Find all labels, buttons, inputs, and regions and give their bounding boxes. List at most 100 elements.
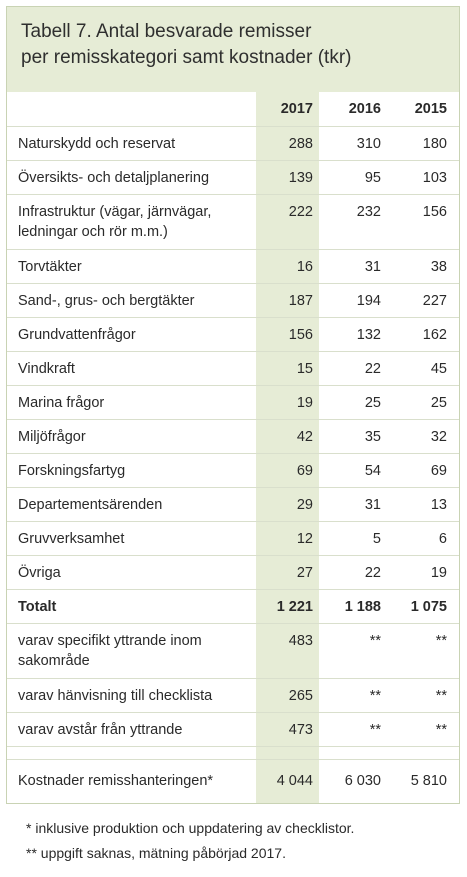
value-2015: 180 bbox=[422, 135, 447, 152]
value-2015: 38 bbox=[430, 258, 447, 275]
row-label: Infrastruktur (vägar, järnvägar, ledning… bbox=[18, 204, 212, 240]
value-2015: 32 bbox=[430, 428, 447, 445]
value-2016: 31 bbox=[364, 496, 381, 513]
sub-row: varav hänvisning till checklista 265 ** … bbox=[7, 678, 459, 712]
table-row: Departementsärenden 29 31 13 bbox=[7, 487, 459, 521]
data-table: 2017 2016 2015 Naturskydd och reservat 2… bbox=[7, 92, 459, 802]
value-2017: 19 bbox=[296, 394, 313, 411]
costs-2016: 6 030 bbox=[344, 773, 381, 789]
sub-row: varav specifikt yttrande inom sakområde … bbox=[7, 623, 459, 678]
value-2017: 222 bbox=[288, 204, 313, 220]
value-2015: 6 bbox=[438, 530, 447, 547]
sub-value-2017: 483 bbox=[288, 633, 313, 649]
table-row: Infrastruktur (vägar, järnvägar, ledning… bbox=[7, 194, 459, 249]
table-row: Vindkraft 15 22 45 bbox=[7, 351, 459, 385]
value-2016: 54 bbox=[364, 462, 381, 479]
value-2017: 29 bbox=[296, 496, 313, 513]
row-label: Torvtäkter bbox=[18, 258, 82, 275]
table-row: Sand-, grus- och bergtäkter 187 194 227 bbox=[7, 283, 459, 317]
value-2017: 156 bbox=[288, 326, 313, 343]
row-label: Gruvverksamhet bbox=[18, 530, 125, 547]
value-2017: 12 bbox=[296, 530, 313, 547]
sub-value-2017: 265 bbox=[288, 687, 313, 704]
table-row: Naturskydd och reservat 288 310 180 bbox=[7, 126, 459, 160]
value-2016: 25 bbox=[364, 394, 381, 411]
value-2017: 187 bbox=[288, 292, 313, 309]
sub-value-2015: ** bbox=[435, 687, 447, 704]
sub-row-label: varav avstår från yttrande bbox=[18, 721, 183, 738]
header-2015: 2015 bbox=[414, 101, 447, 117]
value-2016: 310 bbox=[356, 135, 381, 152]
value-2017: 139 bbox=[288, 169, 313, 186]
value-2016: 31 bbox=[364, 258, 381, 275]
value-2015: 25 bbox=[430, 394, 447, 411]
value-2015: 45 bbox=[430, 360, 447, 377]
costs-label: Kostnader remisshanteringen* bbox=[18, 773, 214, 789]
table-row: Grundvattenfrågor 156 132 162 bbox=[7, 317, 459, 351]
value-2016: 95 bbox=[364, 169, 381, 186]
sub-value-2016: ** bbox=[369, 721, 381, 738]
table-title: Tabell 7. Antal besvarade remisser per r… bbox=[7, 7, 459, 92]
value-2016: 194 bbox=[356, 292, 381, 309]
header-2017: 2017 bbox=[280, 101, 313, 117]
value-2015: 156 bbox=[422, 204, 447, 220]
value-2016: 132 bbox=[356, 326, 381, 343]
row-label: Naturskydd och reservat bbox=[18, 135, 176, 152]
value-2016: 22 bbox=[364, 360, 381, 377]
sub-value-2017: 473 bbox=[288, 721, 313, 738]
value-2015: 103 bbox=[422, 169, 447, 186]
table-row: Forskningsfartyg 69 54 69 bbox=[7, 453, 459, 487]
row-label: Grundvattenfrågor bbox=[18, 326, 136, 343]
value-2015: 162 bbox=[422, 326, 447, 343]
sub-value-2015: ** bbox=[435, 721, 447, 738]
row-label: Miljöfrågor bbox=[18, 428, 86, 445]
value-2017: 288 bbox=[288, 135, 313, 152]
sub-value-2015: ** bbox=[435, 633, 447, 649]
title-line-2: per remisskategori samt kostnader (tkr) bbox=[21, 47, 352, 68]
total-label: Totalt bbox=[18, 598, 57, 615]
table-row: Gruvverksamhet 12 5 6 bbox=[7, 521, 459, 555]
value-2016: 5 bbox=[372, 530, 381, 547]
sub-row-label: varav hänvisning till checklista bbox=[18, 687, 213, 704]
value-2017: 69 bbox=[296, 462, 313, 479]
costs-2017: 4 044 bbox=[276, 773, 313, 789]
footnote-2: ** uppgift saknas, mätning påbörjad 2017… bbox=[26, 845, 286, 861]
sub-value-2016: ** bbox=[369, 633, 381, 649]
table-row: Översikts- och detaljplanering 139 95 10… bbox=[7, 160, 459, 194]
sub-value-2016: ** bbox=[369, 687, 381, 704]
value-2016: 35 bbox=[364, 428, 381, 445]
table-row: Miljöfrågor 42 35 32 bbox=[7, 419, 459, 453]
footnote-1: * inklusive produktion och uppdatering a… bbox=[26, 820, 355, 836]
value-2016: 22 bbox=[364, 564, 381, 581]
row-label: Departementsärenden bbox=[18, 496, 163, 513]
value-2017: 27 bbox=[296, 564, 313, 581]
value-2015: 13 bbox=[430, 496, 447, 513]
table-row: Övriga 27 22 19 bbox=[7, 555, 459, 589]
total-2015: 1 075 bbox=[410, 598, 447, 615]
row-label: Vindkraft bbox=[18, 360, 75, 377]
highlight-column-2017 bbox=[256, 92, 319, 803]
spacer-row bbox=[7, 746, 459, 759]
value-2016: 232 bbox=[356, 204, 381, 220]
costs-2015: 5 810 bbox=[410, 773, 447, 789]
total-2016: 1 188 bbox=[344, 598, 381, 615]
row-label: Övriga bbox=[18, 564, 61, 581]
header-row: 2017 2016 2015 bbox=[7, 92, 459, 126]
row-label: Forskningsfartyg bbox=[18, 462, 126, 479]
row-label: Översikts- och detaljplanering bbox=[18, 169, 210, 186]
table-row: Torvtäkter 16 31 38 bbox=[7, 249, 459, 283]
value-2015: 19 bbox=[430, 564, 447, 581]
value-2017: 15 bbox=[296, 360, 313, 377]
value-2015: 227 bbox=[422, 292, 447, 309]
row-label: Marina frågor bbox=[18, 394, 105, 411]
table-frame: Tabell 7. Antal besvarade remisser per r… bbox=[6, 6, 460, 804]
header-2016: 2016 bbox=[348, 101, 381, 117]
total-row: Totalt 1 221 1 188 1 075 bbox=[7, 589, 459, 623]
row-label: Sand-, grus- och bergtäkter bbox=[18, 292, 195, 309]
sub-row: varav avstår från yttrande 473 ** ** bbox=[7, 712, 459, 746]
title-line-1: Tabell 7. Antal besvarade remisser bbox=[21, 21, 312, 42]
value-2017: 16 bbox=[296, 258, 313, 275]
total-2017: 1 221 bbox=[276, 598, 313, 615]
table-row: Marina frågor 19 25 25 bbox=[7, 385, 459, 419]
sub-row-label: varav specifikt yttrande inom sakområde bbox=[18, 633, 202, 669]
